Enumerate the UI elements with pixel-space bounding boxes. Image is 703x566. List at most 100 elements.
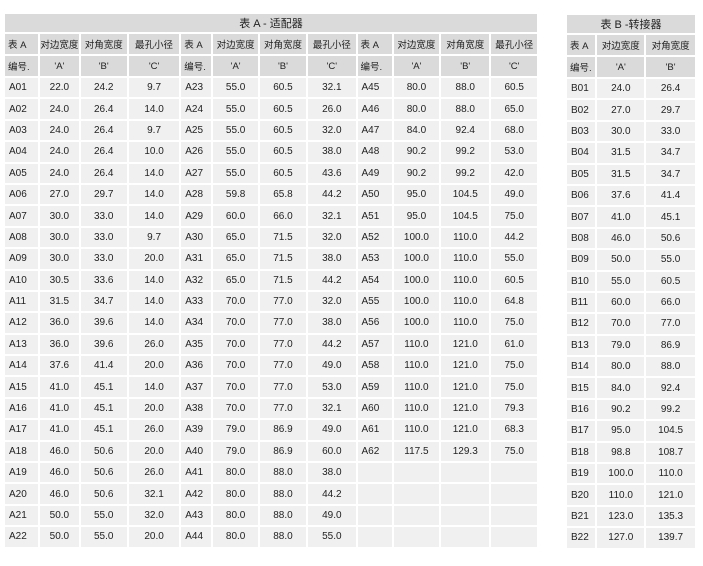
value-cell: 24.0	[597, 79, 645, 99]
value-cell: 75.0	[491, 313, 537, 333]
value-cell: 66.0	[646, 292, 695, 313]
value-cell: 34.7	[646, 143, 695, 163]
part-number-cell: B06	[567, 185, 596, 206]
value-cell: 77.0	[259, 377, 307, 397]
value-cell: 50.6	[80, 463, 127, 483]
column-header: 最孔小径	[308, 34, 356, 54]
column-header: 'C'	[308, 56, 356, 76]
value-cell: 32.0	[308, 291, 356, 312]
value-cell: 60.5	[491, 270, 537, 290]
value-cell: 33.6	[80, 270, 127, 290]
table-row: A06 27.0 29.7 14.0 A28 59.8 65.8 44.2 A50 95.0 104…	[5, 184, 537, 205]
value-cell: 88.0	[259, 527, 307, 547]
empty-cell	[393, 505, 440, 526]
value-cell: 99.2	[441, 163, 490, 183]
value-cell: 55.0	[597, 271, 645, 291]
value-cell: 26.4	[646, 79, 695, 99]
value-cell: 32.1	[308, 398, 356, 419]
part-number-cell: B12	[567, 314, 596, 334]
value-cell: 14.0	[128, 184, 180, 205]
part-number-cell: A55	[357, 291, 392, 312]
empty-cell	[491, 463, 537, 483]
value-cell: 65.0	[213, 270, 258, 290]
value-cell: 121.0	[441, 420, 490, 440]
table-row: B03 30.0 33.0	[567, 121, 695, 142]
value-cell: 75.0	[491, 441, 537, 462]
part-number-cell: A26	[181, 142, 212, 162]
table-row: A15 41.0 45.1 14.0 A37 70.0 77.0 53.0 A59 110.0 12…	[5, 377, 537, 397]
column-header: 表 A	[567, 35, 596, 55]
table-row: B19 100.0 110.0	[567, 464, 695, 484]
part-number-cell: A56	[357, 313, 392, 333]
part-number-cell: A39	[181, 420, 212, 440]
part-number-cell: A60	[357, 398, 392, 419]
value-cell: 34.7	[80, 291, 127, 312]
value-cell: 110.0	[393, 420, 440, 440]
column-header: 对边宽度	[393, 34, 440, 54]
part-number-cell: A38	[181, 398, 212, 419]
column-header: 最孔小径	[128, 34, 180, 54]
value-cell: 55.0	[308, 527, 356, 547]
value-cell: 55.0	[646, 250, 695, 270]
value-cell: 55.0	[213, 120, 258, 141]
table-row: A21 50.0 55.0 32.0 A43 80.0 88.0 49.0	[5, 505, 537, 526]
value-cell: 84.0	[597, 378, 645, 398]
value-cell: 121.0	[441, 334, 490, 355]
column-header: 编号.	[5, 56, 39, 76]
part-number-cell: A18	[5, 441, 39, 462]
part-number-cell: A32	[181, 270, 212, 290]
part-number-cell: A36	[181, 356, 212, 376]
value-cell: 79.0	[213, 441, 258, 462]
empty-cell	[441, 505, 490, 526]
value-cell: 9.7	[128, 120, 180, 141]
value-cell: 49.0	[308, 505, 356, 526]
empty-cell	[441, 484, 490, 504]
part-number-cell: A25	[181, 120, 212, 141]
part-number-cell: A20	[5, 484, 39, 504]
value-cell: 38.0	[308, 463, 356, 483]
table-title: 表 A - 适配器	[5, 14, 537, 32]
value-cell: 44.2	[308, 334, 356, 355]
value-cell: 104.5	[646, 421, 695, 441]
value-cell: 10.0	[128, 142, 180, 162]
table-row: A22 50.0 55.0 20.0 A44 80.0 88.0 55.0	[5, 527, 537, 547]
column-header: 'C'	[128, 56, 180, 76]
value-cell: 44.2	[308, 484, 356, 504]
part-number-cell: A08	[5, 227, 39, 248]
value-cell: 121.0	[441, 398, 490, 419]
value-cell: 92.4	[441, 120, 490, 141]
table-title-row: 表 A - 适配器	[5, 14, 537, 32]
value-cell: 30.0	[597, 121, 645, 142]
value-cell: 88.0	[441, 99, 490, 119]
empty-cell	[393, 527, 440, 547]
table-row: B02 27.0 29.7	[567, 100, 695, 120]
value-cell: 75.0	[491, 377, 537, 397]
value-cell: 49.0	[308, 420, 356, 440]
value-cell: 60.5	[259, 142, 307, 162]
value-cell: 88.0	[259, 463, 307, 483]
value-cell: 55.0	[213, 142, 258, 162]
part-number-cell: A02	[5, 99, 39, 119]
value-cell: 31.5	[597, 164, 645, 184]
part-number-cell: A14	[5, 356, 39, 376]
part-number-cell: B05	[567, 164, 596, 184]
column-header: 对边宽度	[597, 35, 645, 55]
value-cell: 9.7	[128, 78, 180, 98]
value-cell: 20.0	[128, 249, 180, 269]
part-number-cell: A48	[357, 142, 392, 162]
value-cell: 60.0	[597, 292, 645, 313]
value-cell: 46.0	[597, 228, 645, 249]
value-cell: 139.7	[646, 528, 695, 548]
value-cell: 95.0	[393, 206, 440, 226]
value-cell: 80.0	[597, 357, 645, 377]
value-cell: 24.2	[80, 78, 127, 98]
value-cell: 121.0	[441, 377, 490, 397]
empty-cell	[441, 527, 490, 547]
value-cell: 110.0	[441, 313, 490, 333]
value-cell: 60.5	[259, 120, 307, 141]
value-cell: 60.5	[646, 271, 695, 291]
value-cell: 100.0	[597, 464, 645, 484]
value-cell: 46.0	[40, 484, 79, 504]
value-cell: 26.4	[80, 99, 127, 119]
value-cell: 29.7	[646, 100, 695, 120]
